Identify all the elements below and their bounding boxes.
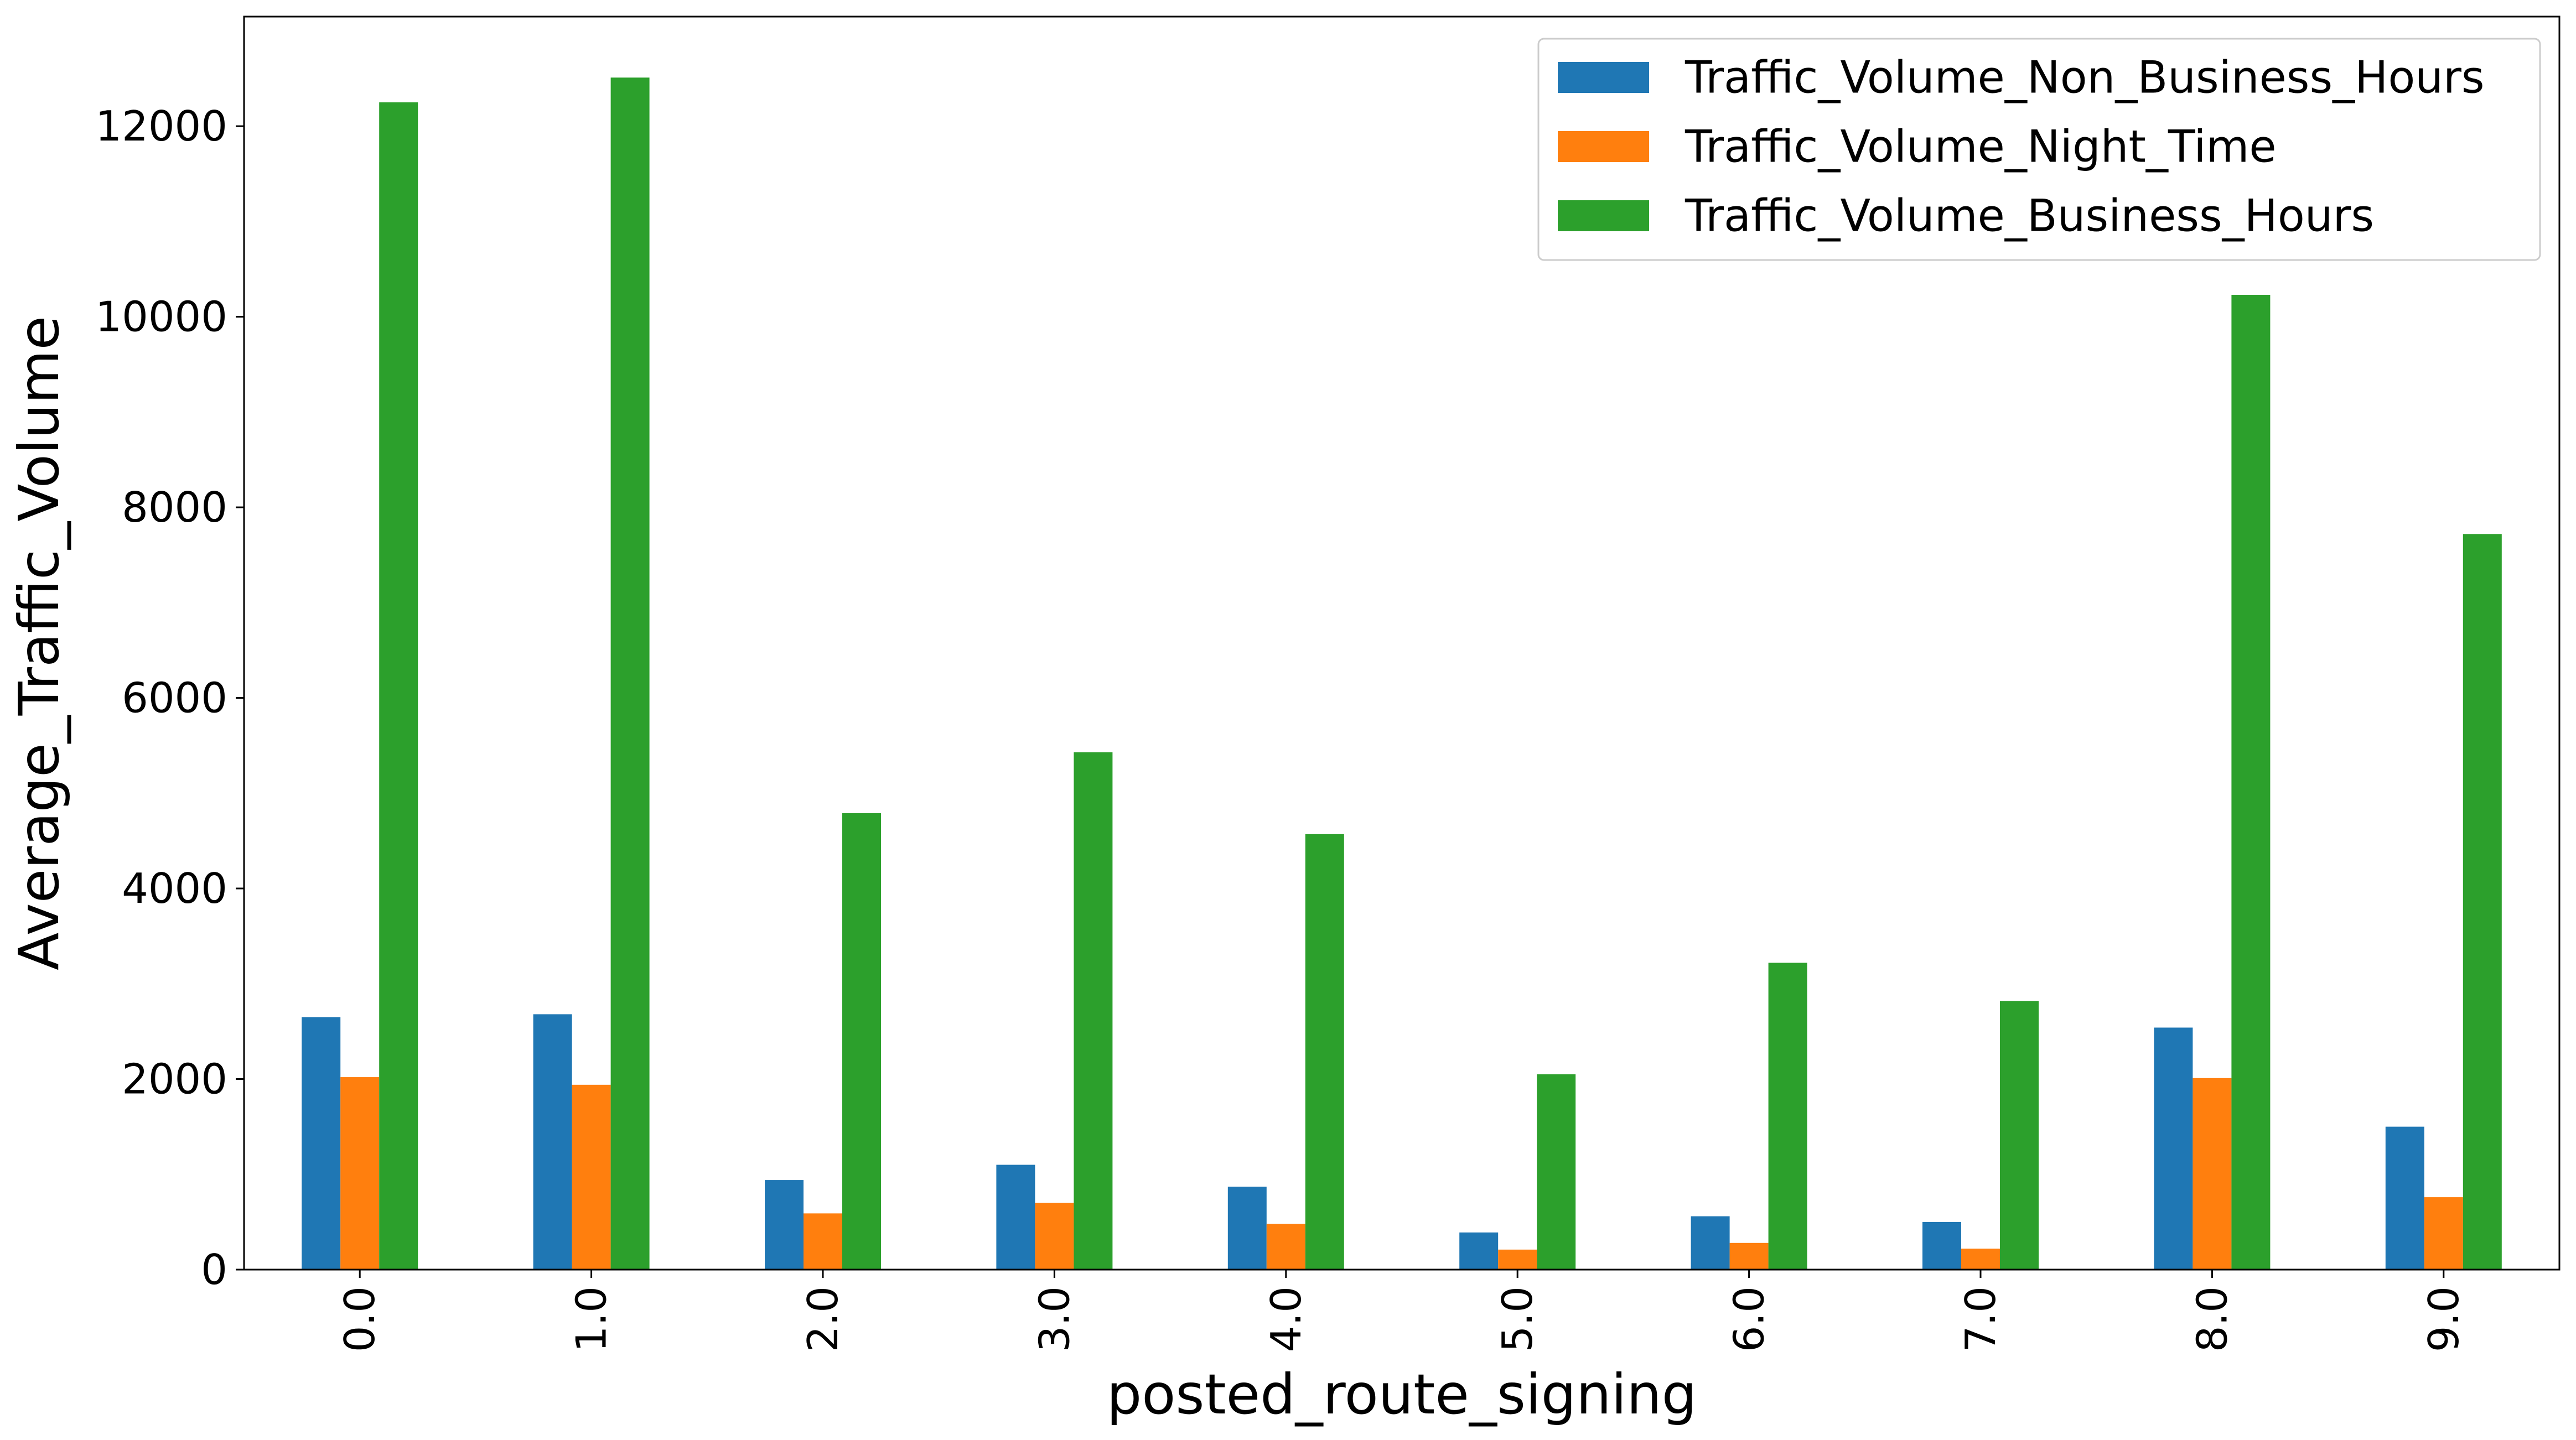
bar-6-0-traffic-volume-night-time bbox=[1729, 1243, 1769, 1270]
legend-swatch bbox=[1558, 62, 1649, 93]
y-tick-label: 12000 bbox=[95, 102, 227, 150]
x-tick-label: 3.0 bbox=[1030, 1286, 1079, 1352]
bar-7-0-traffic-volume-business-hours bbox=[2000, 1001, 2039, 1270]
bar-9-0-traffic-volume-night-time bbox=[2424, 1197, 2463, 1270]
x-tick-label: 9.0 bbox=[2419, 1286, 2468, 1352]
legend-swatch bbox=[1558, 200, 1649, 231]
bar-3-0-traffic-volume-night-time bbox=[1035, 1203, 1074, 1270]
bar-4-0-traffic-volume-business-hours bbox=[1305, 834, 1344, 1270]
y-tick-label: 4000 bbox=[122, 864, 227, 913]
legend-box bbox=[1537, 38, 2541, 261]
y-tick-label: 0 bbox=[201, 1245, 227, 1294]
bar-4-0-traffic-volume-non-business-hours bbox=[1227, 1187, 1267, 1270]
bar-7-0-traffic-volume-night-time bbox=[1961, 1249, 2000, 1270]
x-axis-title: posted_route_signing bbox=[1107, 1362, 1697, 1427]
bar-7-0-traffic-volume-non-business-hours bbox=[1922, 1221, 1961, 1270]
x-tick-label: 6.0 bbox=[1725, 1286, 1774, 1352]
x-tick-label: 8.0 bbox=[2188, 1286, 2236, 1352]
x-tick-label: 4.0 bbox=[1262, 1286, 1310, 1352]
bar-2-0-traffic-volume-night-time bbox=[804, 1213, 842, 1270]
y-ticks: 0 2000 4000 6000 8000 10000 12000 bbox=[95, 102, 244, 1294]
bar-6-0-traffic-volume-business-hours bbox=[1768, 963, 1807, 1270]
bar-6-0-traffic-volume-non-business-hours bbox=[1691, 1216, 1730, 1270]
bar-8-0-traffic-volume-non-business-hours bbox=[2154, 1027, 2193, 1270]
x-tick-label: 0.0 bbox=[335, 1286, 384, 1352]
legend-label: Traffic_Volume_Non_Business_Hours bbox=[1684, 52, 2485, 103]
x-tick-label: 2.0 bbox=[799, 1286, 847, 1352]
bar-0-0-traffic-volume-night-time bbox=[340, 1077, 380, 1270]
y-tick-label: 2000 bbox=[122, 1055, 227, 1104]
bars-layer bbox=[302, 77, 2502, 1270]
bar-9-0-traffic-volume-business-hours bbox=[2463, 534, 2502, 1270]
plot-frame bbox=[243, 15, 2561, 1271]
bar-2-0-traffic-volume-non-business-hours bbox=[765, 1180, 804, 1270]
bar-5-0-traffic-volume-business-hours bbox=[1537, 1074, 1576, 1270]
legend-label: Traffic_Volume_Night_Time bbox=[1684, 121, 2277, 173]
x-tick-label: 5.0 bbox=[1493, 1286, 1542, 1352]
bar-9-0-traffic-volume-non-business-hours bbox=[2385, 1126, 2424, 1270]
bar-3-0-traffic-volume-non-business-hours bbox=[996, 1165, 1035, 1270]
x-ticks: 0.0 1.0 2.0 3.0 4.0 5.0 6.0 7.0 8.0 9.0 bbox=[335, 1270, 2468, 1352]
bar-5-0-traffic-volume-night-time bbox=[1498, 1249, 1537, 1270]
y-tick-label: 8000 bbox=[122, 483, 227, 532]
bar-3-0-traffic-volume-business-hours bbox=[1074, 752, 1113, 1270]
legend-entries: Traffic_Volume_Non_Business_Hours Traffic… bbox=[1558, 52, 2485, 242]
bar-1-0-traffic-volume-night-time bbox=[572, 1084, 611, 1270]
bar-2-0-traffic-volume-business-hours bbox=[842, 813, 881, 1270]
y-axis-title: Average_Traffic_Volume bbox=[7, 316, 71, 970]
bar-0-0-traffic-volume-business-hours bbox=[379, 102, 418, 1270]
x-tick-label: 1.0 bbox=[567, 1286, 616, 1352]
bar-1-0-traffic-volume-business-hours bbox=[610, 77, 650, 1270]
bar-8-0-traffic-volume-night-time bbox=[2193, 1078, 2232, 1270]
bar-1-0-traffic-volume-non-business-hours bbox=[533, 1014, 572, 1270]
y-tick-label: 10000 bbox=[95, 293, 227, 341]
x-tick-label: 7.0 bbox=[1956, 1286, 2005, 1352]
legend-swatch bbox=[1558, 131, 1649, 162]
bar-8-0-traffic-volume-business-hours bbox=[2231, 294, 2271, 1270]
bar-5-0-traffic-volume-non-business-hours bbox=[1459, 1232, 1499, 1270]
bar-4-0-traffic-volume-night-time bbox=[1266, 1224, 1305, 1270]
y-tick-label: 6000 bbox=[122, 674, 227, 722]
legend-label: Traffic_Volume_Business_Hours bbox=[1684, 190, 2374, 242]
legend: Traffic_Volume_Non_Business_Hours Traffic… bbox=[1537, 38, 2541, 261]
bar-0-0-traffic-volume-non-business-hours bbox=[302, 1017, 341, 1270]
